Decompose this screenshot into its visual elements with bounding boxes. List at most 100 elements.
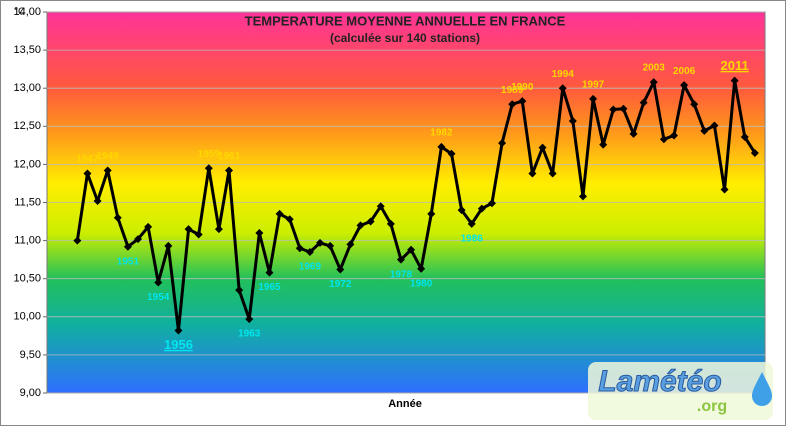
point-label: 1972 [329, 279, 352, 290]
data-point [113, 213, 122, 222]
y-tick-label: 12,00 [13, 158, 41, 170]
data-point [669, 131, 678, 140]
logo-drop [752, 372, 772, 406]
y-tick-label: 11,00 [14, 235, 41, 247]
data-point [235, 286, 244, 295]
point-label: 1994 [552, 69, 575, 80]
logo-name: Lamétéo [598, 365, 721, 398]
y-tick-label: 14,00 [13, 6, 41, 18]
y-tick-label: 10,00 [13, 311, 41, 323]
data-point [578, 192, 587, 201]
data-point [255, 228, 264, 237]
data-point [447, 149, 456, 158]
data-point [639, 98, 648, 107]
x-axis-label: Année [388, 398, 422, 410]
data-point [609, 105, 618, 114]
data-point [417, 264, 426, 273]
y-tick-label: 9,50 [20, 349, 41, 361]
logo-domain: .org [697, 398, 727, 415]
data-point [103, 166, 112, 175]
data-point [700, 126, 709, 135]
logo-bg [588, 362, 773, 420]
data-point [174, 326, 183, 335]
data-point [396, 255, 405, 264]
data-point [589, 94, 598, 103]
data-point [144, 222, 153, 231]
data-point [154, 278, 163, 287]
data-point [629, 129, 638, 138]
data-point [83, 169, 92, 178]
point-label: 1969 [299, 262, 322, 273]
data-point [508, 100, 517, 109]
data-point [437, 142, 446, 151]
data-point [407, 245, 416, 254]
data-point [346, 240, 355, 249]
data-point [518, 97, 527, 106]
y-tick-label: 12,50 [13, 120, 41, 132]
data-point [659, 135, 668, 144]
data-point [680, 81, 689, 90]
data-point [710, 121, 719, 130]
point-label: 1959 [198, 149, 221, 160]
data-point [548, 169, 557, 178]
data-point [720, 185, 729, 194]
chart-subtitle: (calculée sur 140 stations) [330, 31, 480, 45]
data-point [558, 84, 567, 93]
data-point [225, 166, 234, 175]
point-label: 1956 [164, 337, 193, 352]
data-point [275, 209, 284, 218]
y-tick-label: 11,50 [14, 196, 41, 208]
point-label: 1980 [410, 278, 433, 289]
y-tick-label: 10,50 [13, 273, 41, 285]
y-axis-label: °C [14, 7, 25, 18]
y-tick-label: 13,00 [13, 82, 41, 94]
data-point [619, 104, 628, 113]
data-point [93, 196, 102, 205]
point-label: 2003 [643, 63, 666, 74]
data-point [285, 215, 294, 224]
data-point [326, 241, 335, 250]
point-label: 1997 [582, 80, 605, 91]
point-label: 1978 [390, 269, 413, 280]
data-point [457, 206, 466, 215]
data-point [366, 217, 375, 226]
point-label: 2011 [721, 58, 749, 73]
data-point [599, 140, 608, 149]
point-label: 1963 [238, 329, 261, 340]
point-label: 1986 [461, 233, 484, 244]
point-label: 1951 [117, 256, 140, 267]
data-point [730, 76, 739, 85]
data-point [477, 204, 486, 213]
data-point [498, 139, 507, 148]
data-point [356, 221, 365, 230]
data-point [690, 100, 699, 109]
data-point [194, 230, 203, 239]
data-point [73, 236, 82, 245]
data-point [123, 242, 132, 251]
data-point [184, 225, 193, 234]
y-tick-label: 13,50 [13, 44, 41, 56]
point-label: 1982 [430, 128, 453, 139]
point-label: 1949 [97, 151, 120, 162]
data-point [649, 78, 658, 87]
data-point [305, 248, 314, 257]
data-point [386, 219, 395, 228]
data-point [750, 148, 759, 157]
point-label: 1947 [76, 154, 99, 165]
data-point [245, 315, 254, 324]
data-point [265, 268, 274, 277]
data-point [487, 199, 496, 208]
logo: Lamétéo .org [588, 362, 773, 420]
y-tick-label: 9,00 [20, 387, 41, 399]
data-point [134, 235, 143, 244]
point-label: 1990 [511, 82, 534, 93]
chart-title: TEMPERATURE MOYENNE ANNUELLE EN FRANCE [245, 13, 566, 28]
data-point [376, 202, 385, 211]
point-label: 1961 [218, 151, 241, 162]
data-point [427, 209, 436, 218]
data-point [214, 225, 223, 234]
data-point [164, 241, 173, 250]
data-point [538, 143, 547, 152]
data-point [336, 265, 345, 274]
